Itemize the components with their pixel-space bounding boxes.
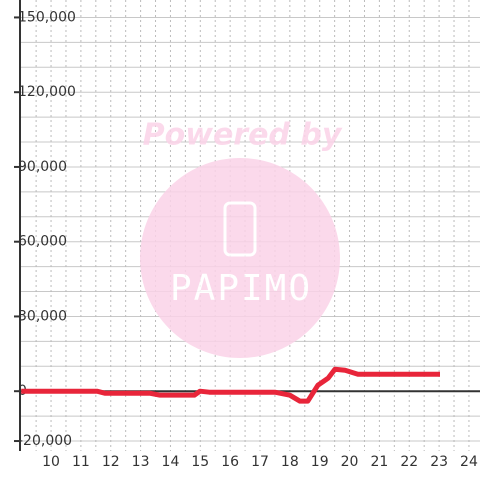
y-tick-label: 30,000 bbox=[18, 308, 67, 324]
x-tick-label: 22 bbox=[400, 454, 418, 470]
watermark-circle bbox=[140, 158, 340, 358]
x-tick-label: 11 bbox=[72, 454, 90, 470]
y-tick-label: 60,000 bbox=[18, 234, 67, 250]
watermark: Powered by PAPIMO bbox=[140, 118, 343, 358]
x-tick-label: 17 bbox=[251, 454, 269, 470]
watermark-text: Powered by bbox=[143, 118, 343, 153]
x-tick-label: 13 bbox=[132, 454, 150, 470]
x-tick-label: 10 bbox=[42, 454, 60, 470]
line-series bbox=[21, 366, 440, 404]
x-tick-label: 16 bbox=[221, 454, 239, 470]
watermark-icon bbox=[223, 201, 257, 257]
x-tick-label: 21 bbox=[370, 454, 388, 470]
y-tick-label: -20,000 bbox=[18, 433, 72, 449]
x-tick-label: 12 bbox=[102, 454, 120, 470]
x-tick-label: 20 bbox=[341, 454, 359, 470]
y-tick-label: 120,000 bbox=[18, 84, 76, 100]
x-tick-label: 14 bbox=[162, 454, 180, 470]
x-tick-label: 23 bbox=[430, 454, 448, 470]
watermark-logo: PAPIMO bbox=[170, 268, 312, 309]
y-tick-label: 150,000 bbox=[18, 9, 76, 25]
x-label-band bbox=[0, 451, 480, 480]
x-tick-label: 18 bbox=[281, 454, 299, 470]
x-tick-label: 24 bbox=[460, 454, 478, 470]
y-tick-label: 90,000 bbox=[18, 159, 67, 175]
x-tick-label: 15 bbox=[191, 454, 209, 470]
x-tick-label: 19 bbox=[311, 454, 329, 470]
